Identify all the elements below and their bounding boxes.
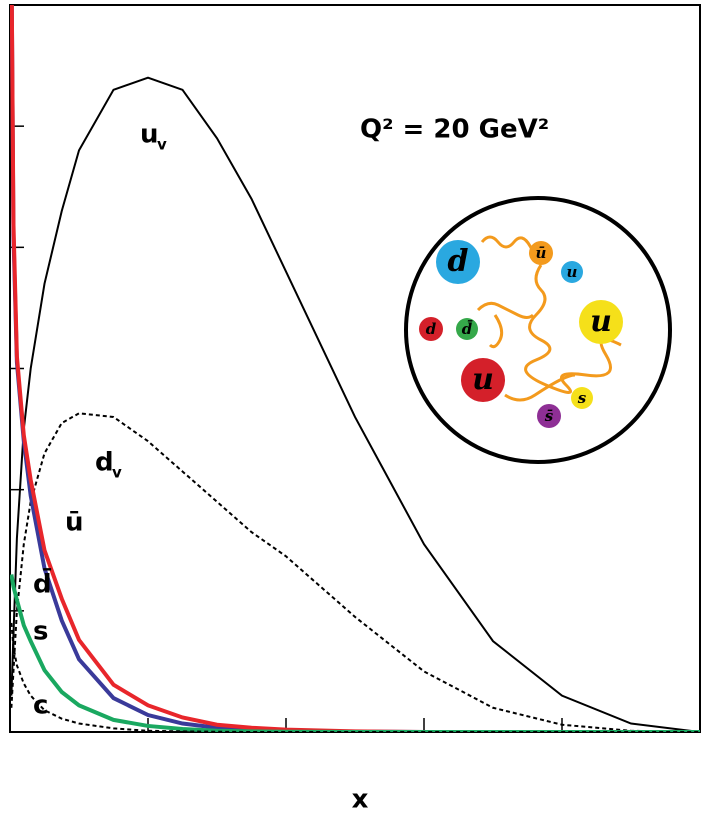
annotation-sub: v — [157, 136, 167, 154]
quark-label: d — [448, 244, 469, 279]
annotation: c — [33, 691, 48, 721]
annotation-sub: v — [112, 464, 122, 482]
annotation: d — [95, 448, 114, 478]
quark-label: u — [590, 304, 612, 339]
quark-label: s — [578, 389, 587, 407]
proton-inset: d ū u u d d̄ u s s̄ — [406, 198, 670, 462]
quark-label: u — [472, 362, 494, 397]
annotation: u — [140, 120, 159, 150]
quark-label: ū — [536, 244, 547, 262]
quark-label: d — [426, 320, 437, 338]
quark-label: s̄ — [545, 407, 554, 425]
annotation: d̄ — [33, 567, 52, 600]
proton-circle — [406, 198, 670, 462]
curve-s — [11, 574, 700, 732]
x-axis-label: x — [352, 785, 369, 813]
annotation: Q² = 20 GeV² — [360, 115, 549, 145]
annotation: s — [33, 617, 48, 647]
quark-label: d̄ — [462, 319, 474, 338]
curve-c — [11, 623, 700, 732]
chart: uvdvūd̄scQ² = 20 GeV² dūuudd̄uss̄ x — [0, 0, 701, 813]
quark-label: u — [567, 263, 578, 281]
annotation: ū — [65, 508, 84, 538]
